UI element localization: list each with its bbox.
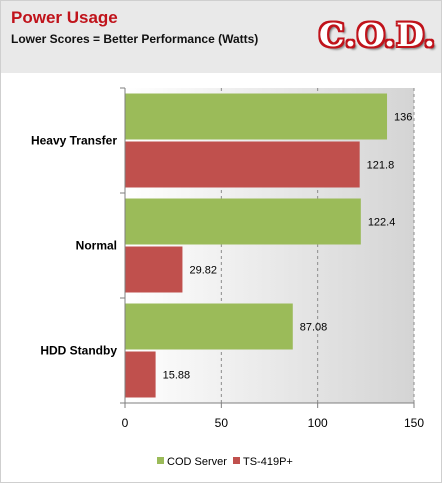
bar-cod-server: [125, 93, 388, 140]
legend-swatch-ts-419p: [233, 457, 240, 464]
legend: COD Server TS-419P+: [157, 456, 293, 468]
x-tick-label: 50: [215, 416, 229, 430]
bar-cod-server: [125, 198, 361, 245]
bar-ts-419p: [125, 141, 360, 188]
category-label: HDD Standby: [40, 344, 117, 358]
data-label: 29.82: [189, 265, 217, 277]
data-label: 122.4: [368, 217, 396, 229]
legend-label: TS-419P+: [243, 456, 293, 468]
chart-subtitle: Lower Scores = Better Performance (Watts…: [11, 32, 259, 46]
data-label: 121.8: [367, 160, 395, 172]
bar-ts-419p: [125, 351, 156, 398]
x-tick-label: 100: [308, 416, 328, 430]
chart-header: Power Usage Lower Scores = Better Perfor…: [1, 1, 441, 73]
bars: [125, 93, 388, 398]
cod-logo-text: C.O.D.: [319, 16, 436, 54]
category-label: Normal: [76, 239, 117, 253]
axes: [120, 87, 415, 408]
data-label: 87.08: [300, 322, 328, 334]
data-label: 136: [394, 112, 412, 124]
legend-label: COD Server: [167, 456, 227, 468]
x-tick-label: 0: [122, 416, 129, 430]
legend-swatch-cod-server: [157, 457, 164, 464]
category-label: Heavy Transfer: [31, 134, 117, 148]
bar-ts-419p: [125, 246, 183, 293]
plot-area: [125, 88, 414, 403]
cod-logo: C.O.D.: [319, 9, 436, 61]
gridlines: [220, 88, 415, 403]
chart-title: Power Usage: [11, 8, 118, 27]
x-tick-label: 150: [404, 416, 424, 430]
bar-cod-server: [125, 303, 293, 350]
labels: 0 50 100 150 Heavy Transfer 136 121.8 Normal 122…: [31, 112, 424, 431]
data-label: 15.88: [163, 370, 191, 382]
